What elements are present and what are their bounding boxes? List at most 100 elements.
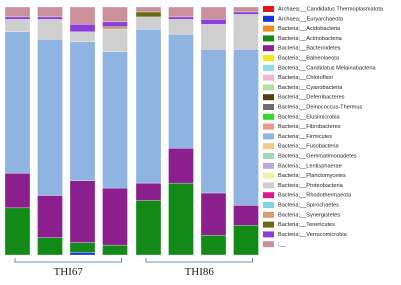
bar-segment xyxy=(37,237,63,256)
legend-swatch xyxy=(263,162,274,169)
bar-segment xyxy=(102,51,128,189)
legend-label: Bacteria;__Fibrobacteres xyxy=(278,124,341,130)
bar-segment xyxy=(168,182,194,256)
legend-label: Bacteria;__Elusimicrobia xyxy=(278,114,340,120)
legend-swatch xyxy=(263,182,274,189)
bar-segment xyxy=(69,24,96,32)
legend-swatch xyxy=(263,55,274,61)
legend-swatch xyxy=(263,172,274,179)
bar-segment xyxy=(102,26,128,30)
legend-swatch xyxy=(263,15,274,22)
bar-segment xyxy=(69,242,96,253)
bar-segment xyxy=(135,200,162,256)
legend-swatch xyxy=(263,123,274,130)
bar-segment xyxy=(37,39,63,196)
bar-segment xyxy=(200,24,227,50)
legend-label: Bacteria;__Candidatus Melainabacteria xyxy=(278,65,377,71)
bar-segment xyxy=(200,49,227,194)
legend-label: Bacteria;__Tenericutes xyxy=(278,222,335,228)
legend-swatch xyxy=(263,211,274,218)
group-label: THI67 xyxy=(54,266,84,278)
group-bracket xyxy=(14,258,122,263)
bar-segment xyxy=(4,6,31,18)
bar-segment xyxy=(168,6,194,18)
bar-segment xyxy=(135,182,162,201)
legend-swatch xyxy=(263,221,274,228)
bar-segment xyxy=(233,11,259,15)
bar-segment xyxy=(4,19,31,32)
legend-swatch xyxy=(263,192,274,199)
bar-segment xyxy=(135,11,162,18)
legend-label: Bacteria;__Planctomycetes xyxy=(278,173,346,179)
legend-swatch xyxy=(263,231,274,238)
legend-label: Bacteria;__Synergistetes xyxy=(278,212,340,218)
bar-segment xyxy=(37,6,63,18)
bar-segment xyxy=(200,235,227,256)
legend-swatch xyxy=(263,143,274,150)
legend-label: Archaea;__Candidatus Thermoplasmatota xyxy=(278,6,384,12)
legend-label: Bacteria;__Deinococcus-Thermus xyxy=(278,104,362,110)
legend-swatch xyxy=(263,6,274,12)
bar-segment xyxy=(69,252,96,256)
bar-segment xyxy=(168,16,194,20)
bar-segment xyxy=(4,31,31,174)
bar-segment xyxy=(233,49,259,206)
legend-label: Bacteria;__Bacteroidetes xyxy=(278,46,341,52)
bar-segment xyxy=(69,41,96,181)
bar-segment xyxy=(4,173,31,209)
legend-swatch xyxy=(263,84,274,91)
legend-label: Bacteria;__Chloroflexi xyxy=(278,75,333,81)
legend-label: Bacteria;__Firmicutes xyxy=(278,134,332,140)
legend-swatch xyxy=(263,133,274,140)
legend-label: Bacteria;__Acidobacteria xyxy=(278,26,341,32)
bar-segment xyxy=(168,34,194,149)
legend-label: Bacteria;__Proteobacteria xyxy=(278,183,344,189)
bar-segment xyxy=(135,6,162,13)
legend-label: Bacteria;__Gemmatimonadetes xyxy=(278,153,357,159)
group-bracket xyxy=(145,258,253,263)
legend-swatch xyxy=(263,113,274,120)
legend-label: Bacteria;__Lentisphaerae xyxy=(278,163,342,169)
bar-segment xyxy=(37,16,63,20)
bar-segment xyxy=(102,6,128,23)
bar-segment xyxy=(102,29,128,52)
bar-segment xyxy=(37,19,63,40)
legend-label: Archaea;__Euryarchaeota xyxy=(278,16,344,22)
bar-segment xyxy=(102,21,128,27)
bar-segment xyxy=(102,187,128,246)
legend-label: Bacteria;__Fusobacteria xyxy=(278,144,340,150)
bar-segment xyxy=(233,205,259,226)
legend-swatch xyxy=(263,74,274,81)
legend-label: Bacteria;__Verrucomicrobia xyxy=(278,232,348,238)
legend-swatch xyxy=(263,241,274,248)
bar-segment xyxy=(200,6,227,20)
legend-swatch xyxy=(263,94,274,101)
bar-segment xyxy=(200,192,227,236)
legend-label: Bacteria;__Deferribacteres xyxy=(278,95,345,101)
bar-segment xyxy=(168,19,194,35)
legend-swatch xyxy=(263,64,274,71)
legend-swatch xyxy=(263,202,274,208)
legend-label: Bacteria;__Balneolaeota xyxy=(278,55,340,61)
bar-segment xyxy=(135,29,162,184)
bar-segment xyxy=(4,207,31,256)
legend-swatch xyxy=(263,25,274,32)
legend-swatch xyxy=(263,35,274,42)
bar-segment xyxy=(233,6,259,13)
bar-segment xyxy=(37,195,63,238)
bar-segment xyxy=(233,14,259,50)
legend-label: Bacteria;__Rhodothermaeota xyxy=(278,193,352,199)
bar-segment xyxy=(69,180,96,243)
group-label: THI86 xyxy=(185,266,215,278)
legend-label: Bacteria;__Cyanobacteria xyxy=(278,85,343,91)
legend-label: Bacteria;__Spirochaetes xyxy=(278,202,339,208)
bar-segment xyxy=(200,19,227,25)
bar-segment xyxy=(135,16,162,30)
bar-segment xyxy=(168,148,194,184)
bar-segment xyxy=(69,31,96,42)
bar-segment xyxy=(102,244,128,256)
bar-segment xyxy=(4,16,31,20)
bar-segment xyxy=(69,6,96,25)
legend-label: ;__ xyxy=(278,242,287,248)
